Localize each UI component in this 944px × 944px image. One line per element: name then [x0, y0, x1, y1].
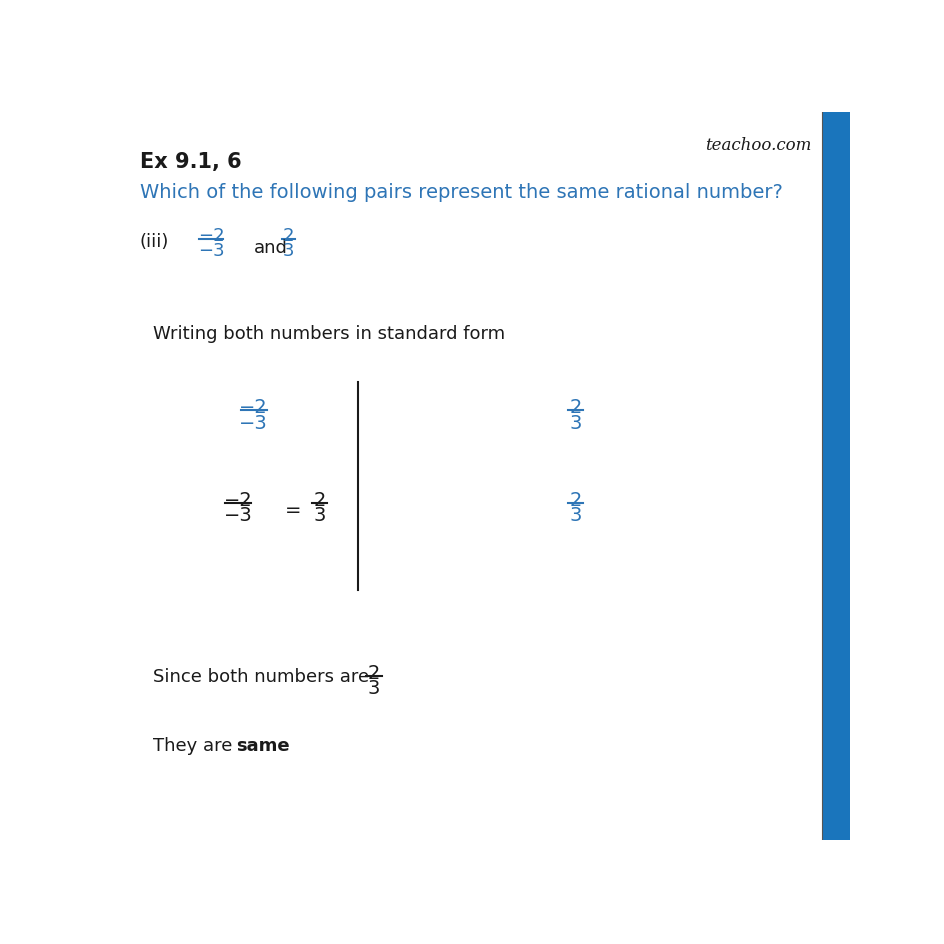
Text: =: =: [284, 501, 301, 520]
Text: Since both numbers are: Since both numbers are: [153, 667, 369, 685]
Text: Writing both numbers in standard form: Writing both numbers in standard form: [153, 325, 505, 343]
Bar: [822, 113, 850, 840]
Text: 3: 3: [313, 506, 326, 525]
Text: and: and: [254, 239, 287, 257]
Text: They are: They are: [153, 736, 238, 754]
Text: 3: 3: [282, 242, 295, 260]
Text: −3: −3: [224, 506, 252, 525]
Text: (iii): (iii): [140, 232, 169, 250]
Text: teachoo.com: teachoo.com: [704, 136, 811, 153]
Text: 3: 3: [568, 506, 581, 525]
Text: 3: 3: [367, 679, 379, 698]
Text: −2: −2: [197, 228, 225, 245]
Text: −3: −3: [239, 413, 268, 432]
Text: 2: 2: [568, 490, 581, 509]
Text: 2: 2: [568, 397, 581, 417]
Text: same: same: [236, 736, 289, 754]
Text: −2: −2: [239, 397, 268, 417]
Text: Ex 9.1, 6: Ex 9.1, 6: [140, 152, 242, 172]
Text: 2: 2: [313, 490, 326, 509]
Text: −2: −2: [224, 490, 252, 509]
Text: 3: 3: [568, 413, 581, 432]
Text: −3: −3: [197, 242, 225, 260]
Text: Which of the following pairs represent the same rational number?: Which of the following pairs represent t…: [140, 182, 782, 201]
Text: 2: 2: [282, 228, 295, 245]
Text: 2: 2: [367, 664, 379, 683]
